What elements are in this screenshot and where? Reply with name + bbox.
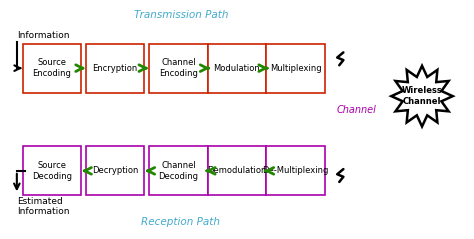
Text: Decryption: Decryption bbox=[92, 166, 138, 175]
FancyBboxPatch shape bbox=[23, 44, 81, 93]
Text: Multiplexing: Multiplexing bbox=[270, 64, 321, 73]
Text: Transmission Path: Transmission Path bbox=[134, 10, 228, 20]
FancyBboxPatch shape bbox=[23, 146, 81, 195]
Text: Demodulation: Demodulation bbox=[207, 166, 267, 175]
Text: Information: Information bbox=[17, 31, 69, 40]
Text: Source
Encoding: Source Encoding bbox=[33, 59, 72, 78]
Text: Channel
Encoding: Channel Encoding bbox=[159, 59, 198, 78]
FancyBboxPatch shape bbox=[266, 146, 325, 195]
Text: Channel: Channel bbox=[337, 105, 376, 115]
Text: Modulation: Modulation bbox=[214, 64, 260, 73]
Text: De-Multiplexing: De-Multiplexing bbox=[263, 166, 329, 175]
FancyBboxPatch shape bbox=[149, 146, 208, 195]
Text: Encryption: Encryption bbox=[92, 64, 138, 73]
FancyBboxPatch shape bbox=[208, 146, 266, 195]
FancyBboxPatch shape bbox=[266, 44, 325, 93]
Polygon shape bbox=[392, 66, 453, 126]
FancyBboxPatch shape bbox=[208, 44, 266, 93]
FancyBboxPatch shape bbox=[149, 44, 208, 93]
Text: Wireless
Channel: Wireless Channel bbox=[401, 87, 442, 106]
Text: Source
Decoding: Source Decoding bbox=[32, 161, 72, 180]
Text: Channel
Decoding: Channel Decoding bbox=[158, 161, 199, 180]
Text: Reception Path: Reception Path bbox=[141, 217, 220, 227]
FancyBboxPatch shape bbox=[86, 146, 145, 195]
FancyBboxPatch shape bbox=[86, 44, 145, 93]
Text: Estimated
Information: Estimated Information bbox=[17, 196, 69, 216]
